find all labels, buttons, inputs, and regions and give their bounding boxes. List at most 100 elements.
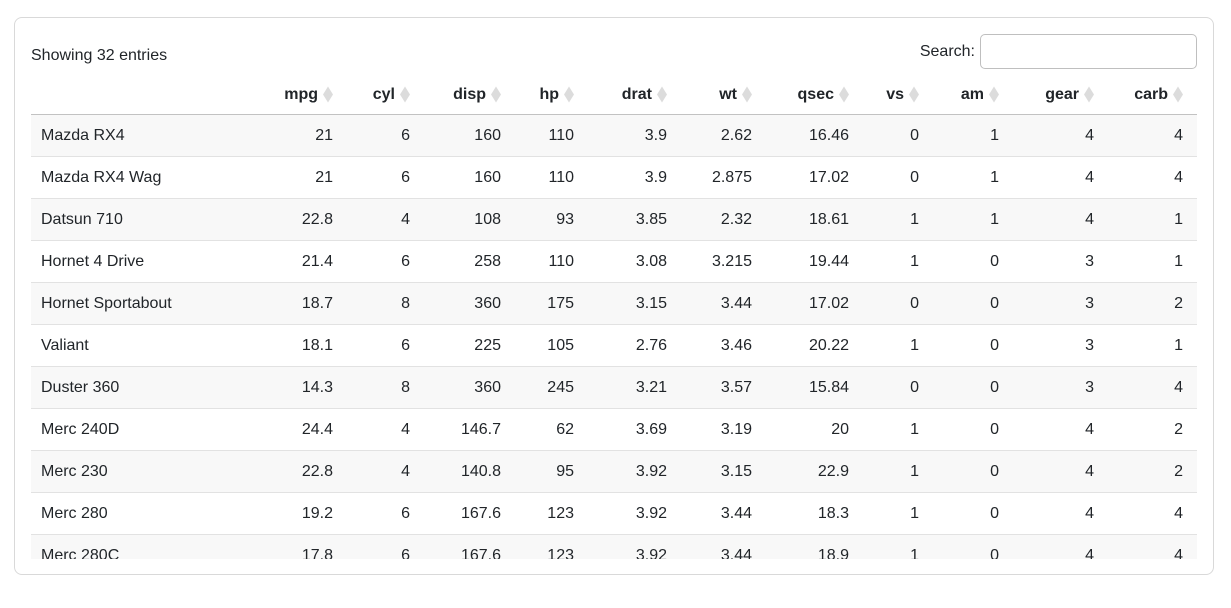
search-label: Search:: [919, 42, 975, 60]
cell-carb: 4: [1174, 127, 1183, 144]
cell-gear: 3: [1085, 337, 1094, 354]
column-header-am[interactable]: am: [935, 75, 1015, 115]
sort-icon: [989, 86, 999, 103]
cell-cyl: 8: [401, 379, 410, 396]
column-header-cyl[interactable]: cyl: [349, 75, 426, 115]
cell-cyl: 8: [401, 295, 410, 312]
cell-qsec: 18.3: [817, 505, 849, 522]
table-row: Hornet 4 Drive 21.4 6 258 110 3.08 3.215 19.44 1…: [31, 240, 1197, 283]
column-label-mpg: mpg: [284, 86, 318, 103]
cell-gear: 3: [1085, 253, 1094, 270]
column-label-vs: vs: [886, 86, 904, 103]
cell-mpg: 14.3: [301, 379, 333, 396]
data-table: mpg cyl disp hp drat wt qsec vs am gear carb Mazda…: [31, 75, 1197, 559]
cell-cyl: 6: [401, 169, 410, 186]
cell-name: Hornet 4 Drive: [41, 253, 145, 270]
cell-name: Merc 280: [41, 505, 108, 522]
cell-name: Duster 360: [41, 379, 120, 396]
cell-mpg: 21: [315, 169, 333, 186]
column-header-hp[interactable]: hp: [517, 75, 590, 115]
cell-mpg: 21.4: [301, 253, 333, 270]
table-row: Merc 240D 24.4 4 146.7 62 3.69 3.19 20 1 0 4 2: [31, 408, 1197, 451]
cell-qsec: 20: [831, 421, 849, 438]
cell-am: 0: [990, 463, 999, 480]
cell-vs: 1: [910, 337, 919, 354]
column-header-disp[interactable]: disp: [426, 75, 517, 115]
cell-am: 1: [990, 211, 999, 228]
cell-vs: 1: [910, 505, 919, 522]
cell-drat: 3.85: [635, 211, 667, 228]
cell-cyl: 6: [401, 253, 410, 270]
cell-am: 0: [990, 505, 999, 522]
cell-mpg: 21: [315, 127, 333, 144]
column-label-disp: disp: [453, 86, 486, 103]
column-label-gear: gear: [1045, 86, 1079, 103]
table-row: Duster 360 14.3 8 360 245 3.21 3.57 15.84 0 0 3 4: [31, 366, 1197, 409]
cell-qsec: 22.9: [817, 463, 849, 480]
column-header-wt[interactable]: wt: [683, 75, 768, 115]
cell-wt: 3.46: [720, 337, 752, 354]
cell-vs: 1: [910, 421, 919, 438]
cell-carb: 1: [1174, 337, 1183, 354]
column-label-wt: wt: [719, 86, 737, 103]
sort-icon: [657, 86, 667, 103]
column-label-hp: hp: [539, 86, 559, 103]
cell-name: Mazda RX4 Wag: [41, 169, 162, 186]
cell-carb: 4: [1174, 505, 1183, 522]
cell-drat: 3.08: [635, 253, 667, 270]
column-header-drat[interactable]: drat: [590, 75, 683, 115]
column-label-am: am: [960, 86, 984, 103]
cell-qsec: 19.44: [808, 253, 849, 270]
cell-am: 1: [990, 127, 999, 144]
cell-gear: 4: [1085, 421, 1094, 438]
column-header-vs[interactable]: vs: [865, 75, 935, 115]
cell-am: 0: [990, 337, 999, 354]
cell-vs: 0: [910, 127, 919, 144]
column-header-qsec[interactable]: qsec: [768, 75, 865, 115]
cell-carb: 4: [1174, 169, 1183, 186]
cell-qsec: 16.46: [808, 127, 849, 144]
sort-icon: [1084, 86, 1094, 103]
cell-drat: 3.9: [644, 127, 667, 144]
cell-gear: 3: [1085, 295, 1094, 312]
cell-gear: 4: [1085, 169, 1094, 186]
cell-gear: 4: [1085, 547, 1094, 559]
cell-vs: 0: [910, 295, 919, 312]
cell-drat: 3.21: [635, 379, 667, 396]
cell-qsec: 15.84: [808, 379, 849, 396]
column-header-carb[interactable]: carb: [1110, 75, 1197, 115]
sort-icon: [323, 86, 333, 103]
cell-hp: 95: [556, 463, 574, 480]
cell-wt: 2.875: [711, 169, 752, 186]
cell-mpg: 24.4: [301, 421, 333, 438]
cell-vs: 0: [910, 379, 919, 396]
column-label-cyl: cyl: [372, 86, 395, 103]
cell-name: Hornet Sportabout: [41, 295, 172, 312]
column-header-gear[interactable]: gear: [1015, 75, 1110, 115]
cell-cyl: 4: [401, 421, 410, 438]
cell-qsec: 20.22: [808, 337, 849, 354]
cell-hp: 245: [547, 379, 574, 396]
cell-mpg: 18.1: [301, 337, 333, 354]
datatable-card: Showing 32 entries Search: mpg cyl disp hp d…: [14, 17, 1214, 575]
sort-icon: [491, 86, 501, 103]
column-header-name: [31, 75, 231, 115]
cell-wt: 3.44: [720, 295, 752, 312]
cell-carb: 4: [1174, 379, 1183, 396]
cell-qsec: 18.9: [817, 547, 849, 559]
table-row: Merc 280 19.2 6 167.6 123 3.92 3.44 18.3 1 0 4 4: [31, 492, 1197, 535]
cell-disp: 360: [474, 379, 501, 396]
cell-mpg: 17.8: [301, 547, 333, 559]
cell-am: 0: [990, 379, 999, 396]
column-header-mpg[interactable]: mpg: [231, 75, 349, 115]
cell-disp: 167.6: [460, 547, 501, 559]
cell-drat: 3.92: [635, 547, 667, 559]
cell-disp: 225: [474, 337, 501, 354]
search-input[interactable]: [980, 34, 1197, 69]
cell-disp: 108: [474, 211, 501, 228]
cell-gear: 4: [1085, 505, 1094, 522]
cell-carb: 2: [1174, 295, 1183, 312]
cell-qsec: 18.61: [808, 211, 849, 228]
cell-hp: 62: [556, 421, 574, 438]
cell-carb: 4: [1174, 547, 1183, 559]
